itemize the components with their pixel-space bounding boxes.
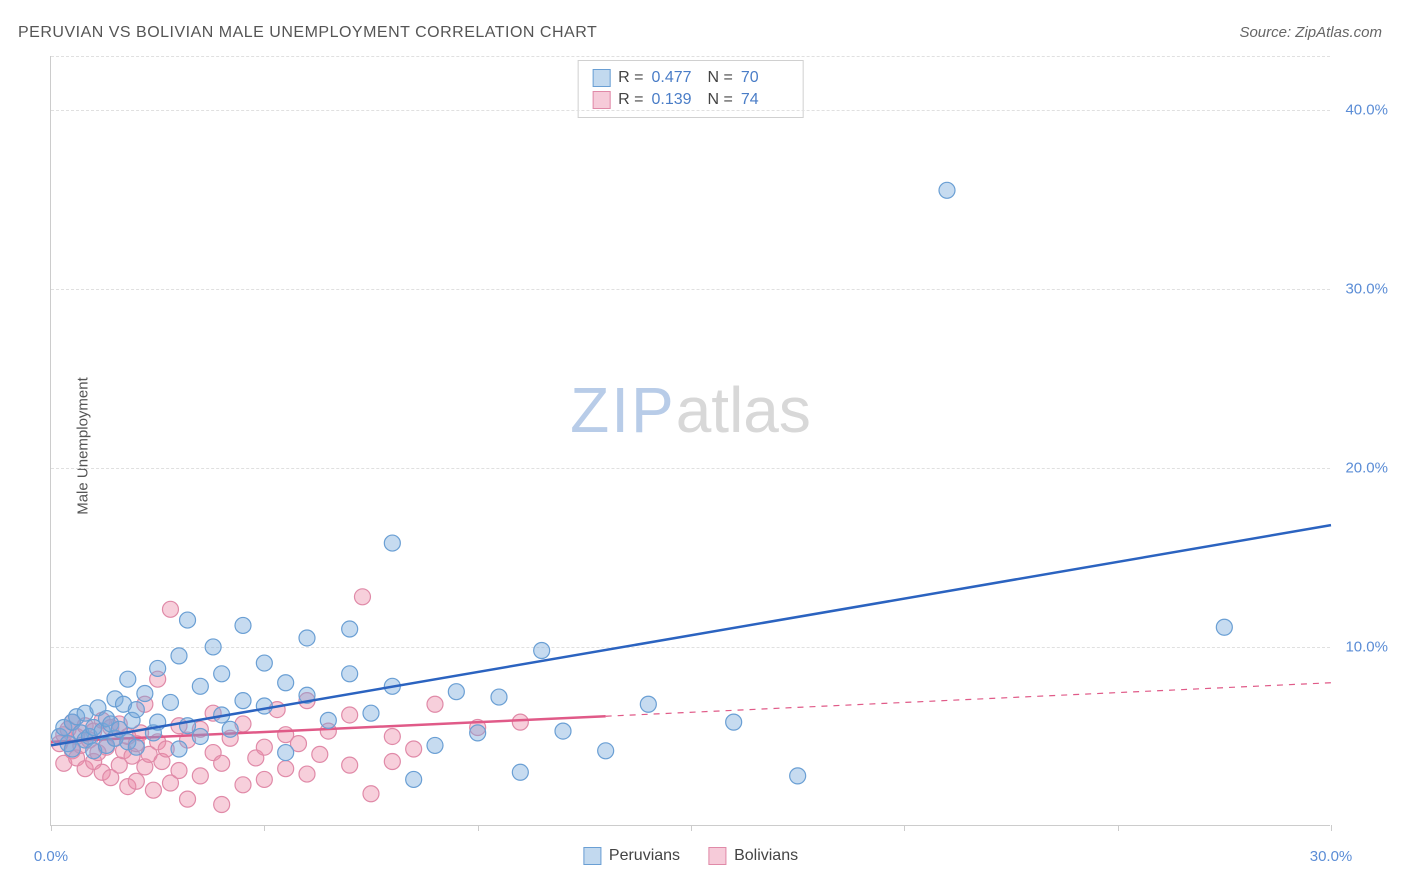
legend-item-bolivians: Bolivians [708,847,798,865]
data-point [128,773,144,789]
y-tick-label: 40.0% [1345,101,1388,118]
x-tick [51,825,52,831]
data-point [363,786,379,802]
data-point [214,755,230,771]
data-point [171,762,187,778]
data-point [180,791,196,807]
x-tick [691,825,692,831]
x-tick-label: 30.0% [1310,848,1353,865]
data-point [162,694,178,710]
y-tick-label: 30.0% [1345,280,1388,297]
data-point [235,777,251,793]
data-point [534,643,550,659]
x-tick [264,825,265,831]
data-point [278,761,294,777]
data-point [299,630,315,646]
data-point [256,739,272,755]
data-point [342,757,358,773]
data-point [214,797,230,813]
x-tick [478,825,479,831]
data-point [939,182,955,198]
data-point [1216,619,1232,635]
plot-svg [51,56,1330,825]
data-point [598,743,614,759]
data-point [354,589,370,605]
data-point [192,768,208,784]
data-point [427,737,443,753]
data-point [256,655,272,671]
data-point [384,754,400,770]
data-point [406,771,422,787]
scatter-plot: ZIPatlas R = 0.477 N = 70 R = 0.139 N = … [50,56,1330,826]
swatch-peruvian-icon [583,847,601,865]
data-point [299,766,315,782]
data-point [312,746,328,762]
data-point [192,678,208,694]
data-point [491,689,507,705]
data-point [171,741,187,757]
data-point [192,728,208,744]
data-point [205,639,221,655]
y-tick-label: 10.0% [1345,638,1388,655]
data-point [235,693,251,709]
data-point [222,721,238,737]
x-tick-label: 0.0% [34,848,68,865]
data-point [162,601,178,617]
data-point [384,728,400,744]
chart-title: PERUVIAN VS BOLIVIAN MALE UNEMPLOYMENT C… [18,24,597,42]
x-tick [1118,825,1119,831]
data-point [128,702,144,718]
data-point [256,771,272,787]
data-point [128,739,144,755]
data-point [790,768,806,784]
data-point [555,723,571,739]
data-point [145,782,161,798]
data-point [150,660,166,676]
data-point [180,612,196,628]
data-point [137,685,153,701]
data-point [342,666,358,682]
data-point [384,535,400,551]
data-point [342,621,358,637]
data-point [470,725,486,741]
legend-item-peruvians: Peruvians [583,847,680,865]
data-point [448,684,464,700]
data-point [342,707,358,723]
data-point [235,617,251,633]
x-tick [904,825,905,831]
y-tick-label: 20.0% [1345,459,1388,476]
trend-line-extrapolated [606,683,1331,716]
source-attribution: Source: ZipAtlas.com [1239,24,1382,41]
data-point [256,698,272,714]
data-point [512,764,528,780]
x-tick [1331,825,1332,831]
data-point [363,705,379,721]
data-point [278,745,294,761]
data-point [640,696,656,712]
data-point [406,741,422,757]
data-point [171,648,187,664]
data-point [512,714,528,730]
data-point [120,671,136,687]
data-point [278,675,294,691]
data-point [320,712,336,728]
data-point [427,696,443,712]
data-point [726,714,742,730]
series-legend: Peruvians Bolivians [583,847,798,865]
swatch-bolivian-icon [708,847,726,865]
data-point [214,666,230,682]
